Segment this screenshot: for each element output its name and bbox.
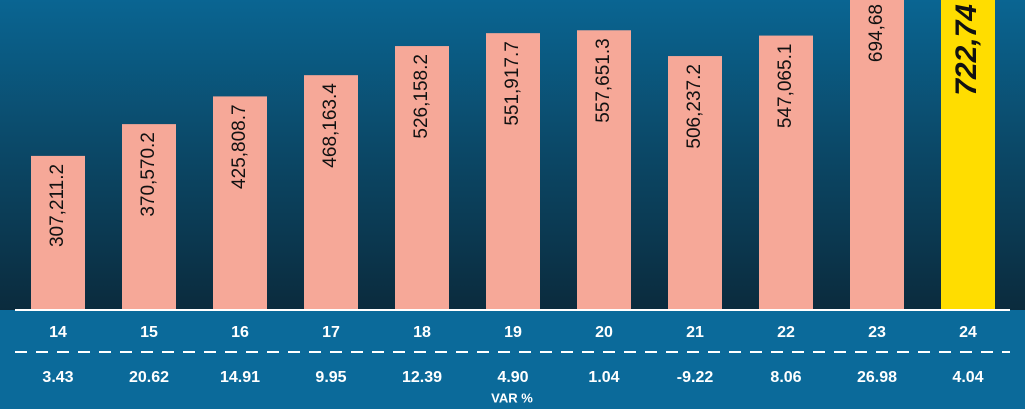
var-value: -9.22 — [677, 369, 714, 386]
value-label: 557,651.3 — [593, 38, 614, 123]
var-value: 8.06 — [770, 369, 801, 386]
category-label: 23 — [868, 324, 886, 341]
bar — [395, 46, 449, 310]
category-label: 18 — [413, 324, 431, 341]
var-value: 4.04 — [952, 369, 983, 386]
value-label: 551,917.7 — [502, 41, 523, 126]
value-label: 370,570.2 — [138, 132, 159, 217]
var-value: 1.04 — [588, 369, 619, 386]
category-label: 24 — [959, 324, 977, 341]
bar — [577, 30, 631, 310]
var-value: 3.43 — [42, 369, 73, 386]
var-value: 14.91 — [220, 369, 260, 386]
value-label: 425,808.7 — [229, 104, 250, 189]
category-label: 17 — [322, 324, 340, 341]
var-value: 9.95 — [315, 369, 346, 386]
bar — [304, 75, 358, 310]
bar — [122, 124, 176, 311]
bar — [668, 56, 722, 311]
bar — [941, 0, 995, 311]
bar — [31, 155, 85, 310]
category-label: 22 — [777, 324, 795, 341]
category-label: 14 — [49, 324, 67, 341]
bar — [850, 0, 904, 311]
value-label: 506,237.2 — [684, 64, 705, 149]
var-value: 4.90 — [497, 369, 528, 386]
value-label: 307,211.2 — [47, 164, 68, 247]
bar — [759, 35, 813, 311]
bar — [213, 96, 267, 310]
category-label: 21 — [686, 324, 704, 341]
value-label: 547,065.1 — [775, 44, 796, 129]
value-label: 468,163.4 — [320, 83, 341, 168]
var-value: 26.98 — [857, 369, 897, 386]
bar — [486, 33, 540, 311]
footer-background — [0, 310, 1025, 409]
value-label: 694,68 — [866, 4, 887, 62]
var-value: 12.39 — [402, 369, 442, 386]
var-label: VAR % — [491, 390, 533, 405]
category-label: 15 — [140, 324, 158, 341]
category-label: 20 — [595, 324, 613, 341]
value-label: 722,74 — [950, 4, 983, 96]
category-label: 16 — [231, 324, 249, 341]
var-value: 20.62 — [129, 369, 169, 386]
value-label: 526,158.2 — [411, 54, 432, 139]
category-label: 19 — [504, 324, 522, 341]
